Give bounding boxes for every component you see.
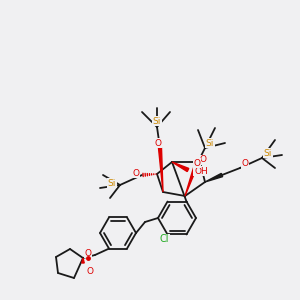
Polygon shape: [172, 162, 189, 172]
Text: O: O: [85, 248, 92, 257]
Polygon shape: [185, 167, 196, 196]
Text: O: O: [133, 169, 140, 178]
Text: O: O: [86, 268, 94, 277]
Text: O: O: [200, 155, 206, 164]
Polygon shape: [158, 148, 163, 192]
Polygon shape: [82, 258, 84, 263]
Text: O: O: [242, 160, 248, 169]
Text: Si: Si: [153, 116, 161, 125]
Text: Si: Si: [206, 139, 214, 148]
Text: Si: Si: [108, 178, 116, 188]
Text: Cl: Cl: [160, 235, 169, 244]
Polygon shape: [205, 173, 223, 182]
Text: O: O: [194, 158, 200, 167]
Text: Si: Si: [264, 148, 272, 158]
Text: OH: OH: [194, 167, 208, 176]
Text: O: O: [154, 139, 161, 148]
